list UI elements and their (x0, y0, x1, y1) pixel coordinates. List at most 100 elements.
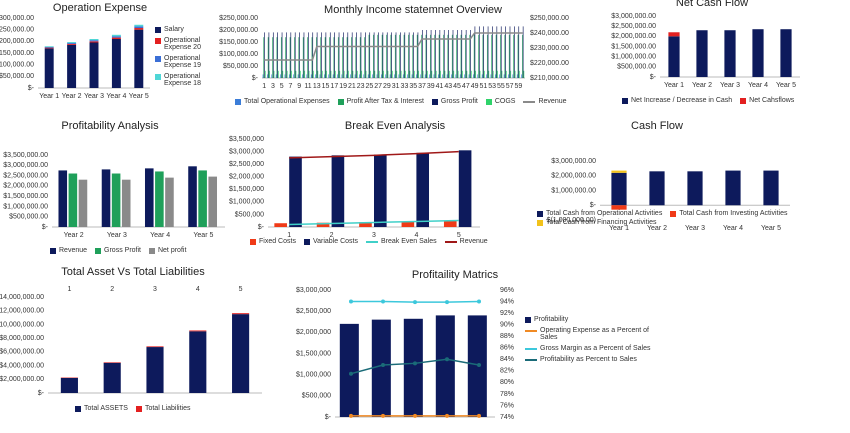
bar (448, 30, 449, 78)
bar (426, 35, 427, 78)
bar (363, 74, 364, 78)
chart-title: Break Even Analysis (345, 120, 446, 132)
bar (346, 74, 347, 78)
bar (444, 221, 457, 227)
legend-swatch (155, 27, 161, 33)
bar (316, 37, 317, 78)
bar (465, 35, 466, 78)
y-tick-label: $100,000.00 (0, 62, 34, 69)
bar (523, 26, 524, 78)
bar (696, 30, 707, 77)
legend-swatch (525, 359, 537, 361)
bar (480, 71, 481, 78)
bar (337, 74, 338, 78)
x-tick-label: Year 2 (62, 93, 82, 100)
bar (335, 71, 336, 78)
bar (399, 35, 400, 78)
y-tick-label: $2,000,000 (229, 174, 264, 181)
y-tick-label: $1,500,000 (229, 186, 264, 193)
bar (517, 74, 518, 78)
y2-tick-label: $250,000.00 (530, 15, 569, 22)
x-tick-label: 41 (436, 83, 444, 90)
bar (355, 37, 356, 78)
bar (312, 37, 313, 78)
y2-tick-label: $220,000.00 (530, 60, 569, 67)
bar (372, 74, 373, 78)
legend-swatch (338, 99, 344, 105)
x-tick-label: Year 2 (64, 232, 84, 239)
bar (448, 35, 449, 78)
y-tick-label: $2,500,000.00 (3, 172, 48, 179)
bar (427, 71, 428, 78)
y-tick-label: $2,000,000.00 (3, 183, 48, 190)
y-tick-label: $150,000.00 (0, 50, 34, 57)
bar (500, 35, 501, 78)
bar (400, 32, 401, 78)
bar (296, 71, 297, 78)
bar (509, 35, 510, 78)
bar (668, 36, 679, 77)
bar (752, 29, 763, 77)
bar (505, 35, 506, 78)
bar (496, 35, 497, 78)
bar (377, 35, 378, 78)
y2-tick-label: 90% (500, 321, 514, 328)
bar (452, 35, 453, 78)
bar (426, 30, 427, 78)
y-tick-label: $1,000,000 (229, 199, 264, 206)
bar (453, 30, 454, 78)
bar (513, 74, 514, 78)
bar (506, 71, 507, 78)
bar (649, 171, 664, 205)
line-marker (349, 372, 353, 376)
bar (112, 35, 121, 36)
bar (502, 71, 503, 78)
y2-tick-label: 88% (500, 333, 514, 340)
y-tick-label: $1,000,000.00 (551, 187, 596, 194)
legend-swatch (537, 211, 543, 217)
y-tick-label: $- (252, 75, 259, 82)
bar (451, 74, 452, 78)
legend-swatch (155, 38, 161, 44)
bar (355, 74, 356, 78)
bar (280, 74, 281, 78)
bar (440, 30, 441, 78)
legend-label: Revenue (460, 238, 488, 245)
bar (519, 71, 520, 78)
bar (763, 171, 778, 206)
bar (298, 37, 299, 78)
legend-swatch (445, 241, 457, 243)
y-tick-label: $- (42, 224, 49, 231)
line-marker (413, 300, 417, 304)
y-tick-label: $150,000.00 (219, 39, 258, 46)
bar (311, 74, 312, 78)
bar (417, 35, 418, 78)
bar (324, 74, 325, 78)
x-tick-label: 1 (262, 83, 266, 90)
bar (359, 74, 360, 78)
bar (468, 315, 487, 417)
bar (361, 32, 362, 78)
bar (353, 71, 354, 78)
legend-swatch (525, 348, 537, 350)
bar (518, 35, 519, 78)
x-tick-label: 5 (280, 83, 284, 90)
bar (112, 39, 121, 88)
y-tick-label: $3,000,000.00 (3, 162, 48, 169)
bar (379, 71, 380, 78)
bar (155, 171, 164, 227)
bar (432, 71, 433, 78)
bar (352, 32, 353, 78)
x-tick-label: 31 (392, 83, 400, 90)
y-tick-label: $3,000,000 (296, 287, 331, 294)
bar (232, 313, 249, 314)
legend-label: Total Cash from Operational Activities (546, 210, 662, 217)
bar (67, 42, 76, 43)
x-tick-label: 9 (297, 83, 301, 90)
bar (456, 74, 457, 78)
y-tick-label: $1,000,000.00 (611, 54, 656, 61)
bar (483, 35, 484, 78)
bar (112, 36, 121, 37)
bar (491, 74, 492, 78)
